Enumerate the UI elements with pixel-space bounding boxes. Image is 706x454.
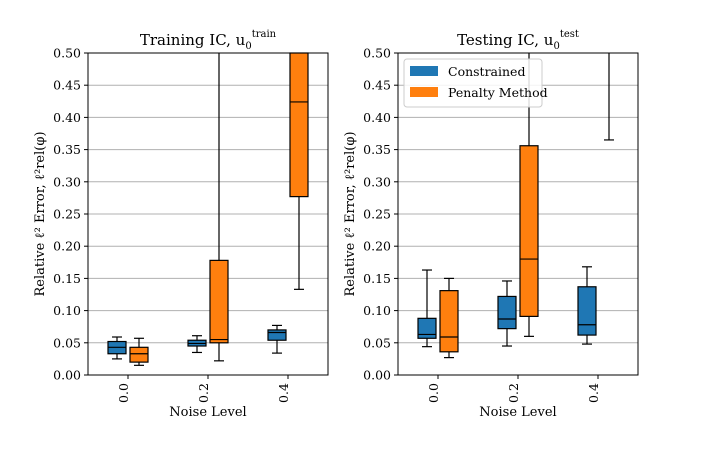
training-y-tick-label: 0.05 [53,335,81,350]
training-y-tick-label: 0.40 [53,110,81,125]
legend-swatch-penalty [410,87,438,97]
training-y-tick-label: 0.45 [53,78,81,93]
testing-y-tick-label: 0.25 [363,207,391,222]
training-box-penalty-1 [209,53,229,362]
training-x-tick-label: 0.0 [116,383,131,403]
training-title-sup: train [252,29,277,40]
training-box-penalty-2 [289,52,309,290]
training-box-constrained-1 [187,335,207,354]
box-body [267,329,287,341]
training-x-label: Noise Level [169,405,246,420]
testing-y-label: Relative ℓ² Error, ℓ²rel(φ) [343,131,358,296]
box-body [497,295,517,330]
testing-title-sub: 0 [553,41,559,52]
testing-y-tick-label: 0.05 [363,335,391,350]
testing-x-label: Noise Level [479,405,556,420]
legend-label-constrained: Constrained [448,64,525,79]
box-body [577,286,597,336]
training-y-tick-label: 0.30 [53,174,81,189]
box-body [417,317,437,339]
training-y-tick-label: 0.10 [53,303,81,318]
training-y-ticks: 0.00 0.05 0.10 0.15 0.20 0.25 0.30 0.35 0.40 0.45… [53,46,88,383]
box-body [129,346,149,363]
box-body [289,52,309,198]
training-title-sub: 0 [245,41,251,52]
testing-y-tick-label: 0.10 [363,303,391,318]
training-y-tick-label: 0.35 [53,142,81,157]
legend-frame [403,58,543,108]
testing-title-text: Testing IC, u [457,31,554,49]
legend: Constrained Penalty Method [403,58,548,108]
testing-box-constrained-0 [417,269,437,348]
box-body [439,290,459,353]
training-grid [88,84,328,344]
testing-y-tick-label: 0.35 [363,142,391,157]
training-title: Training IC, u0train [140,29,277,52]
testing-box-constrained-2 [577,266,597,345]
testing-box-penalty-0 [439,277,459,359]
testing-y-ticks: 0.00 0.05 0.10 0.15 0.20 0.25 0.30 0.35 0.40 0.45… [363,46,398,383]
testing-box-constrained-1 [497,280,517,347]
training-y-tick-label: 0.15 [53,271,81,286]
testing-x-tick-label: 0.4 [586,383,601,403]
testing-y-tick-label: 0.20 [363,239,391,254]
testing-y-tick-label: 0.50 [363,46,391,61]
testing-y-tick-label: 0.15 [363,271,391,286]
training-y-tick-label: 0.20 [53,239,81,254]
testing-x-tick-label: 0.0 [426,383,441,403]
training-box-constrained-2 [267,324,287,354]
legend-label-penalty: Penalty Method [448,85,548,100]
training-x-ticks: 0.0 0.2 0.4 [116,375,291,403]
testing-y-tick-label: 0.45 [363,78,391,93]
training-y-tick-label: 0.00 [53,368,81,383]
legend-swatch-constrained [410,66,438,76]
box-body [519,145,539,317]
training-box-penalty-0 [129,337,149,366]
training-y-tick-label: 0.50 [53,46,81,61]
training-title-text: Training IC, u [140,31,246,49]
testing-x-ticks: 0.0 0.2 0.4 [426,375,601,403]
testing-title: Testing IC, u0test [457,29,579,52]
testing-y-tick-label: 0.00 [363,368,391,383]
training-box-constrained-0 [107,336,127,360]
testing-panel: 0.000.050.100.150.200.250.300.350.400.45… [343,29,639,420]
testing-grid [398,84,638,344]
training-y-tick-label: 0.25 [53,207,81,222]
training-x-tick-label: 0.4 [276,383,291,403]
training-panel: 0.000.050.100.150.200.250.300.350.400.45… [33,29,329,420]
testing-boxes [417,53,614,359]
testing-y-tick-label: 0.40 [363,110,391,125]
testing-title-sup: test [560,29,579,40]
testing-y-tick-label: 0.30 [363,174,391,189]
training-y-label: Relative ℓ² Error, ℓ²rel(φ) [33,131,48,296]
testing-x-tick-label: 0.2 [506,383,521,403]
testing-box-penalty-2 [604,53,614,141]
training-boxes [107,52,309,366]
training-x-tick-label: 0.2 [196,383,211,403]
box-body [209,259,229,344]
